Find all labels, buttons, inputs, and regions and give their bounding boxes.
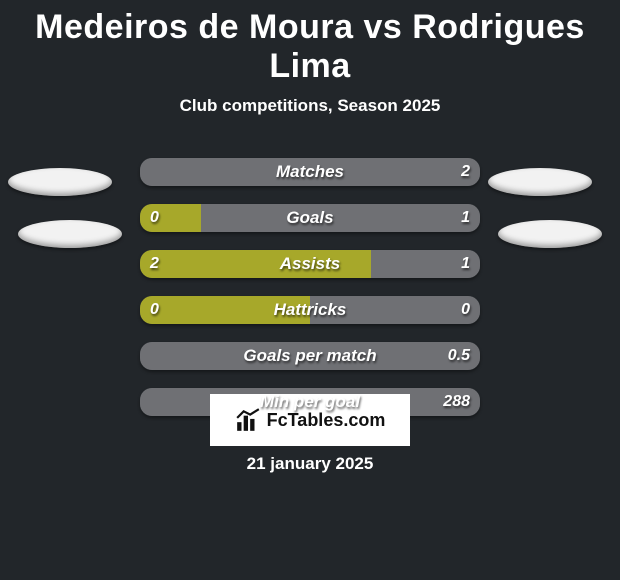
stat-row: 0 Hattricks 0 (140, 296, 480, 324)
player-right-oval-1 (488, 168, 592, 196)
subtitle: Club competitions, Season 2025 (0, 96, 620, 116)
stat-row: 0 Goals 1 (140, 204, 480, 232)
stat-label: Hattricks (140, 296, 480, 324)
player-right-oval-2 (498, 220, 602, 248)
bars-column: Matches 2 0 Goals 1 2 Assists 1 0 (140, 158, 480, 434)
stat-label: Matches (140, 158, 480, 186)
stat-right-value: 1 (461, 250, 470, 278)
stat-right-value: 1 (461, 204, 470, 232)
stat-label: Assists (140, 250, 480, 278)
player-left-oval-1 (8, 168, 112, 196)
stat-right-value: 2 (461, 158, 470, 186)
stat-row: Min per goal 288 (140, 388, 480, 416)
stats-chart: Matches 2 0 Goals 1 2 Assists 1 0 (0, 158, 620, 453)
stat-row: Matches 2 (140, 158, 480, 186)
stat-right-value: 0.5 (448, 342, 470, 370)
stat-row: Goals per match 0.5 (140, 342, 480, 370)
stat-right-value: 288 (443, 388, 470, 416)
stat-label: Goals per match (140, 342, 480, 370)
stat-label: Goals (140, 204, 480, 232)
stat-row: 2 Assists 1 (140, 250, 480, 278)
stat-right-value: 0 (461, 296, 470, 324)
stat-label: Min per goal (140, 388, 480, 416)
date-label: 21 january 2025 (0, 454, 620, 474)
page-title: Medeiros de Moura vs Rodrigues Lima (0, 0, 620, 86)
player-left-oval-2 (18, 220, 122, 248)
comparison-card: Medeiros de Moura vs Rodrigues Lima Club… (0, 0, 620, 580)
